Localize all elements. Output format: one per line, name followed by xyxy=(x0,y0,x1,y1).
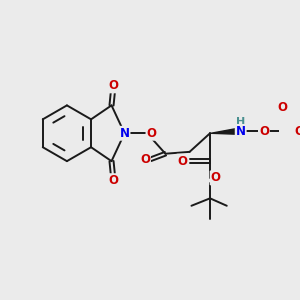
Text: O: O xyxy=(108,80,118,92)
Text: O: O xyxy=(278,101,287,114)
Text: O: O xyxy=(146,127,157,140)
Polygon shape xyxy=(211,129,236,134)
Text: O: O xyxy=(294,125,300,138)
Text: H: H xyxy=(236,117,245,127)
Text: O: O xyxy=(140,153,150,166)
Text: O: O xyxy=(108,174,118,187)
Text: O: O xyxy=(177,155,187,168)
Text: O: O xyxy=(259,125,269,138)
Text: O: O xyxy=(211,171,220,184)
Text: N: N xyxy=(236,125,246,138)
Text: N: N xyxy=(119,127,130,140)
